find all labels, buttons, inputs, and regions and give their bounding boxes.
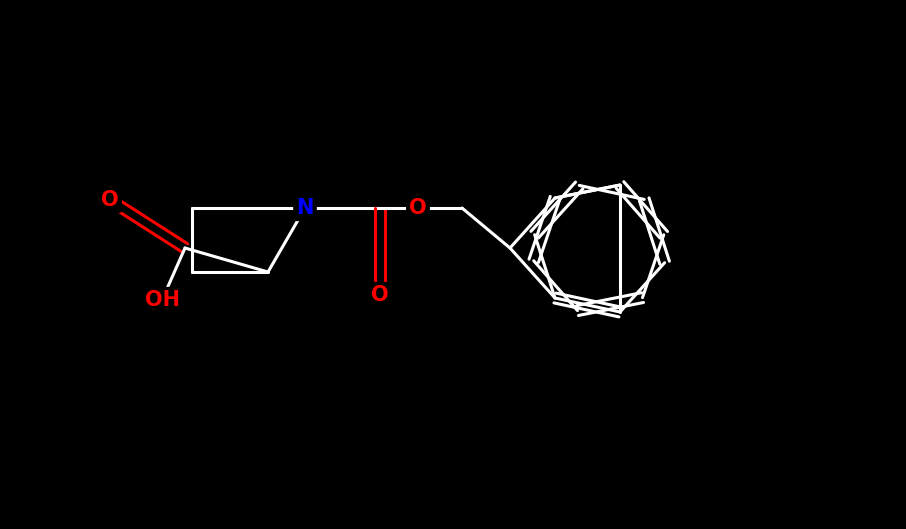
Text: O: O [371, 285, 389, 305]
Text: OH: OH [144, 290, 179, 310]
Text: N: N [296, 198, 313, 218]
Text: O: O [101, 190, 119, 210]
Text: O: O [410, 198, 427, 218]
